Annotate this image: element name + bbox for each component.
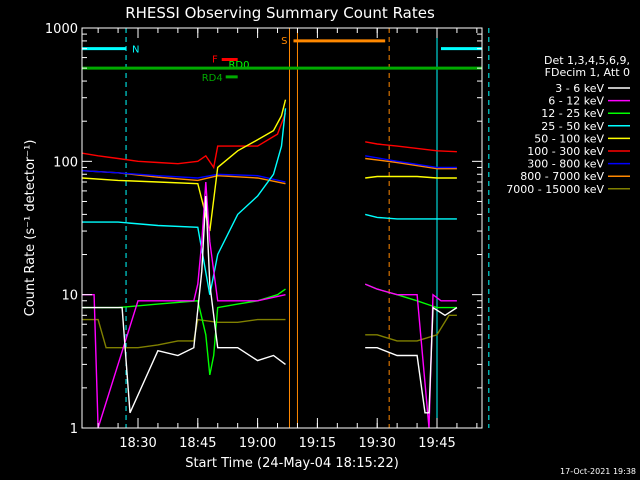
axes: 18:30 18:45 19:00 19:15 19:30 19:45 1 10 100 1000: [45, 22, 482, 451]
y-axis-label: Count Rate (s⁻¹ detector⁻¹): [23, 140, 38, 317]
legend-label-2: 12 - 25 keV: [541, 107, 604, 120]
y-tick-label-1: 10: [61, 289, 78, 304]
legend-label-7: 800 - 7000 keV: [520, 170, 604, 183]
annotation-label-0: N: [132, 45, 139, 56]
x-tick-label-1: 18:45: [179, 436, 216, 451]
legend-label-3: 25 - 50 keV: [541, 120, 604, 133]
legend: Det 1,3,4,5,6,9,FDecim 1, Att 0 3 - 6 keV…: [506, 54, 630, 196]
series-line-1-seg-0: [82, 181, 286, 429]
annotation-label-5: S: [281, 36, 287, 47]
series-line-0-seg-0: [82, 195, 286, 414]
annotation-label-9: F: [212, 55, 218, 66]
series-layer: [82, 99, 458, 429]
series-line-3-seg-1: [365, 213, 457, 220]
legend-label-5: 100 - 300 keV: [527, 145, 604, 158]
x-tick-label-4: 19:30: [358, 436, 395, 451]
chart-title: RHESSI Observing Summary Count Rates: [125, 4, 435, 22]
timestamp: 17-Oct-2021 19:38: [560, 467, 636, 476]
x-axis-label: Start Time (24-May-04 18:15:22): [185, 456, 399, 471]
series-line-0-seg-1: [365, 306, 458, 414]
series-line-6-seg-1: [365, 155, 457, 169]
y-tick-label-3: 1000: [45, 22, 78, 37]
annotations: N S F RD0 RD4: [82, 28, 490, 428]
series-line-1-seg-1: [364, 283, 457, 429]
annotation-label-10: RD0: [228, 60, 249, 71]
legend-label-1: 6 - 12 keV: [548, 95, 604, 108]
annotation-label-12: RD4: [202, 73, 223, 84]
x-tick-label-0: 18:30: [119, 436, 156, 451]
series-line-4-seg-1: [365, 175, 457, 179]
series-line-5-seg-1: [365, 141, 457, 153]
plot-frame: [81, 27, 483, 429]
legend-label-8: 7000 - 15000 keV: [506, 183, 604, 196]
x-tick-label-3: 19:15: [299, 436, 336, 451]
legend-label-4: 50 - 100 keV: [534, 132, 604, 145]
series-line-3-seg-0: [82, 108, 287, 295]
series-line-6-seg-0: [82, 170, 286, 183]
series-line-5-seg-0: [82, 112, 287, 170]
series-line-8-seg-0: [82, 318, 286, 349]
x-tick-label-2: 19:00: [239, 436, 276, 451]
y-tick-label-2: 100: [53, 155, 78, 170]
series-line-7-seg-1: [365, 157, 457, 170]
legend-label-6: 300 - 800 keV: [527, 158, 604, 171]
series-line-4-seg-0: [82, 99, 287, 232]
legend-header-0: Det 1,3,4,5,6,9,: [544, 54, 630, 67]
legend-label-0: 3 - 6 keV: [555, 82, 604, 95]
x-tick-label-5: 19:45: [418, 436, 455, 451]
series-line-8-seg-1: [365, 314, 457, 342]
y-tick-label-0: 1: [70, 422, 78, 437]
legend-header-1: FDecim 1, Att 0: [545, 66, 630, 79]
